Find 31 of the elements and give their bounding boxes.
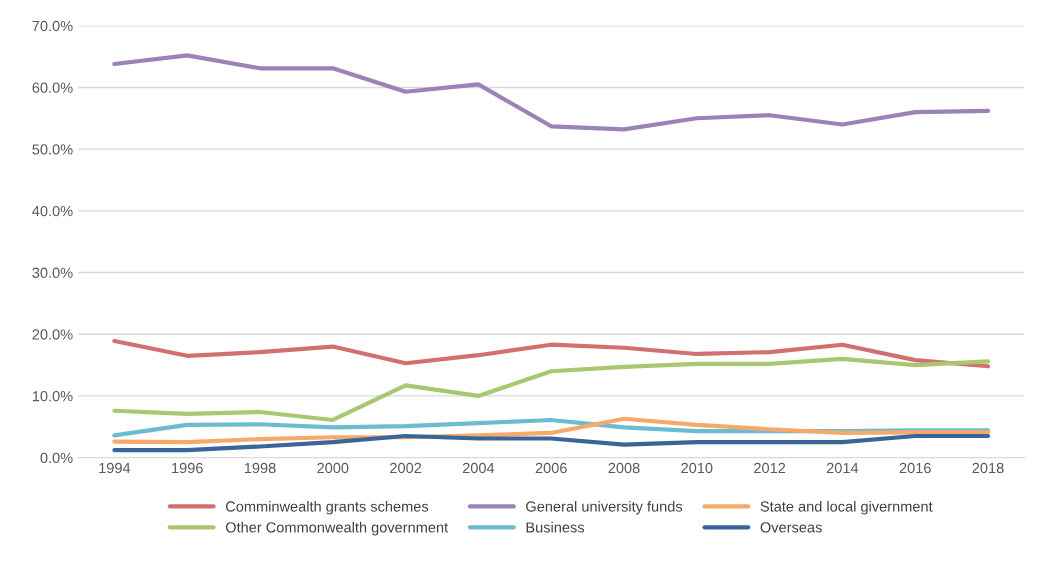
legend-label: Business (526, 521, 585, 533)
y-tick-label: 30.0% (32, 267, 73, 278)
y-tick-label: 40.0% (32, 205, 73, 217)
y-tick-label: 60.0% (32, 82, 73, 93)
line-series (112, 433, 991, 453)
legend-label: State and local givernment (760, 500, 933, 515)
x-tick-label: 2018 (972, 462, 1004, 474)
legend-label: Overseas (760, 522, 822, 533)
x-tick-label: 2010 (681, 462, 713, 474)
x-tick-label: 2014 (826, 462, 859, 474)
y-tick-label: 70.0% (32, 20, 73, 32)
line-series (112, 53, 991, 132)
x-tick-label: 2004 (462, 462, 495, 474)
x-tick-label: 1996 (172, 462, 203, 474)
x-tick-label: 2008 (608, 462, 640, 474)
legend-label: General university funds (526, 500, 683, 515)
x-tick-label: 1994 (99, 462, 131, 474)
legend-label: Other Commonwealth government (225, 521, 449, 536)
x-tick-label: 2012 (754, 462, 786, 474)
line-series (112, 356, 991, 423)
x-tick-label: 2016 (899, 462, 931, 474)
x-tick-label: 2006 (535, 462, 567, 474)
y-tick-label: 10.0% (32, 391, 73, 402)
line-series (112, 338, 991, 369)
x-tick-label: 2002 (390, 462, 422, 474)
x-tick-label: 2000 (317, 462, 349, 474)
y-tick-label: 0.0% (40, 452, 73, 464)
y-tick-label: 20.0% (32, 329, 73, 340)
x-tick-label: 1998 (244, 462, 276, 474)
legend-label: Comminwealth grants schemes (225, 500, 429, 515)
y-tick-label: 50.0% (32, 144, 73, 155)
